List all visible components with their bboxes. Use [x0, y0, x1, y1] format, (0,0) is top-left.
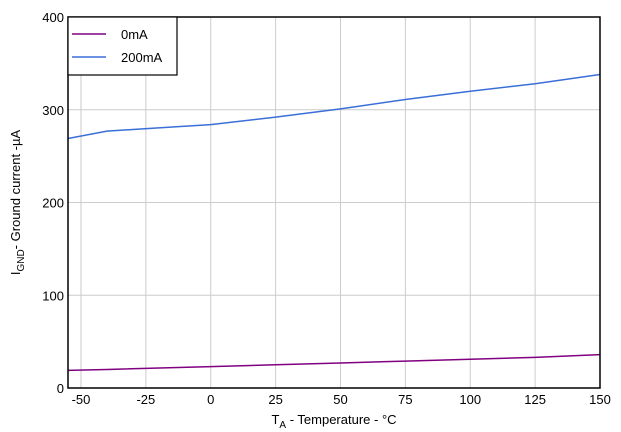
y-tick-label-3: 300 [42, 103, 64, 118]
plot-frame [67, 16, 601, 389]
series-line-200ma [67, 73, 601, 140]
y-tick-label-0: 0 [57, 381, 64, 396]
legend-box [67, 16, 178, 76]
y-axis-title: IGND- Ground current -µA [8, 130, 27, 276]
x-tick-label-0: -50 [72, 392, 91, 407]
y-tick-label-4: 400 [42, 10, 64, 25]
x-tick-label-4: 50 [333, 392, 347, 407]
y-tick-label-2: 200 [42, 196, 64, 211]
x-tick-label-8: 150 [589, 392, 611, 407]
legend-label-200ma: 200mA [121, 50, 163, 65]
y-tick-label-1: 100 [42, 288, 64, 303]
series-lines [67, 73, 601, 372]
x-tick-label-5: 75 [398, 392, 412, 407]
x-axis-title: TA - Temperature - °C [271, 412, 396, 431]
x-tick-label-6: 100 [459, 392, 481, 407]
x-tick-label-3: 25 [268, 392, 282, 407]
y-axis-ticks: 0 100 200 300 400 [42, 10, 64, 396]
legend-label-0ma: 0mA [121, 27, 148, 42]
legend: 0mA 200mA [67, 16, 178, 76]
series-line-0ma [67, 353, 601, 372]
x-axis-ticks: -50 -25 0 25 50 75 100 125 150 [72, 392, 611, 407]
x-tick-label-1: -25 [136, 392, 155, 407]
x-tick-label-2: 0 [207, 392, 214, 407]
x-tick-label-7: 125 [524, 392, 546, 407]
